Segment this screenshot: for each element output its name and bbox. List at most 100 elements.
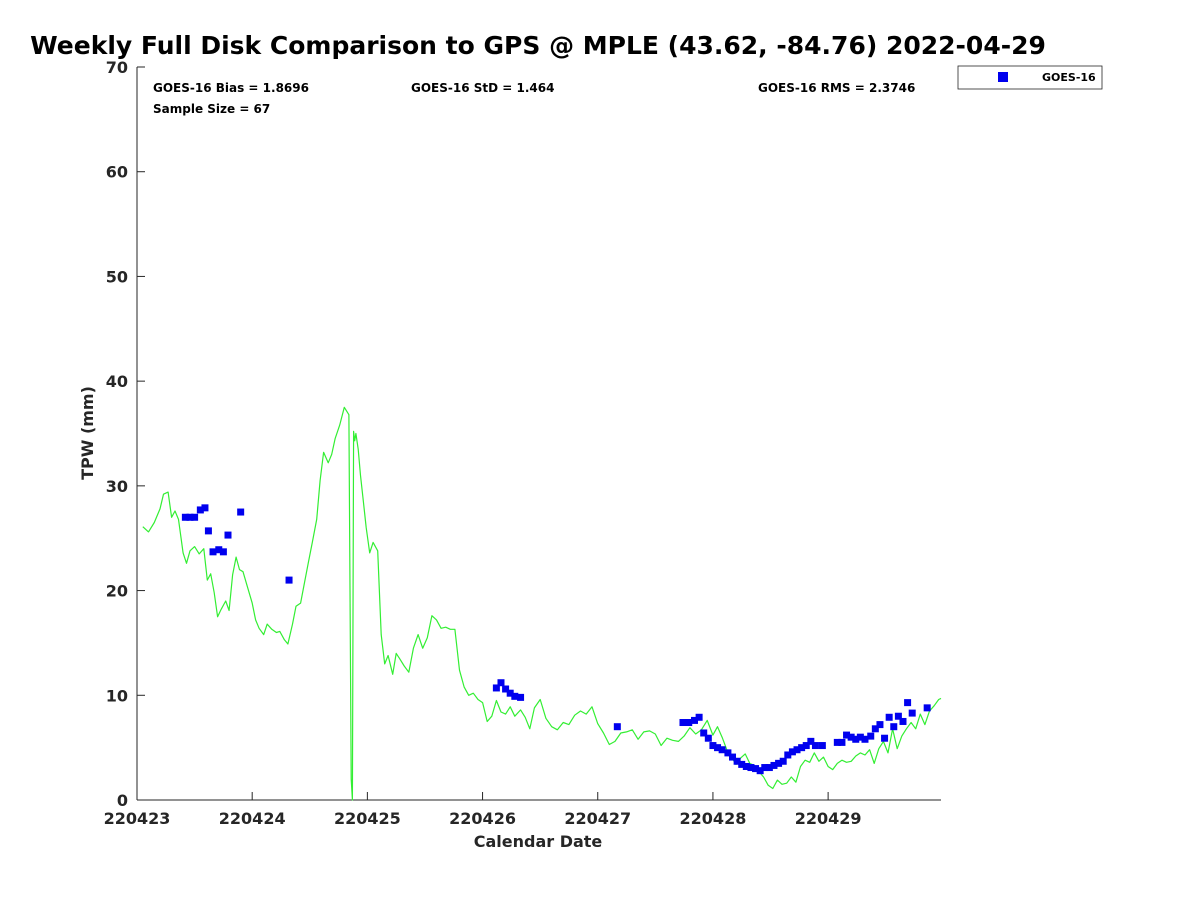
goes16-point	[204, 527, 212, 535]
goes16-point	[894, 712, 902, 720]
goes16-point	[899, 717, 907, 725]
goes16-point	[861, 735, 869, 743]
goes16-point	[724, 749, 732, 757]
stat-std: GOES-16 StD = 1.464	[411, 81, 554, 95]
x-tick-label: 220424	[219, 809, 286, 828]
y-axis-label: TPW (mm)	[78, 386, 97, 480]
goes16-point	[856, 733, 864, 741]
goes16-point	[742, 762, 750, 770]
goes16-point	[196, 506, 204, 514]
legend-marker-goes16	[998, 72, 1008, 82]
goes16-point	[709, 742, 717, 750]
x-tick-label: 220425	[334, 809, 401, 828]
goes16-point	[201, 504, 209, 512]
y-tick-label: 70	[106, 58, 128, 77]
goes16-point	[788, 748, 796, 756]
y-tick-label: 60	[106, 163, 128, 182]
goes16-point	[691, 716, 699, 724]
x-tick-label: 220427	[564, 809, 631, 828]
x-axis-ticks: 220423 220424 220425 220426 220427 220428 2204…	[104, 792, 862, 828]
goes16-point	[765, 764, 773, 772]
goes16-point	[756, 767, 764, 775]
goes16-point	[881, 734, 889, 742]
goes16-point	[923, 704, 931, 712]
goes16-point	[506, 689, 514, 697]
goes16-point	[747, 764, 755, 772]
x-tick-label: 220429	[795, 809, 862, 828]
gps-series	[142, 406, 942, 801]
goes16-point	[704, 734, 712, 742]
goes16-point	[517, 693, 525, 701]
goes16-point	[793, 746, 801, 754]
goes16-point	[908, 709, 916, 717]
goes16-point	[843, 731, 851, 739]
goes16-point	[224, 531, 232, 539]
goes16-point	[761, 764, 769, 772]
goes16-point	[215, 546, 223, 554]
goes16-point	[784, 751, 792, 759]
goes16-point	[904, 699, 912, 707]
x-tick-label: 220423	[104, 809, 171, 828]
goes16-point	[497, 679, 505, 687]
goes16-point	[775, 759, 783, 767]
stat-rms: GOES-16 RMS = 2.3746	[758, 81, 915, 95]
goes16-point	[847, 733, 855, 741]
y-tick-label: 30	[106, 477, 128, 496]
goes16-point	[613, 723, 621, 731]
goes16-point	[679, 719, 687, 727]
gps-line	[142, 406, 942, 801]
goes16-point	[867, 732, 875, 740]
y-tick-label: 0	[117, 791, 128, 810]
goes16-point	[838, 738, 846, 746]
y-tick-label: 50	[106, 267, 128, 286]
x-axis-label: Calendar Date	[474, 832, 603, 851]
goes16-point	[852, 735, 860, 743]
goes16-point	[807, 737, 815, 745]
goes16-point	[685, 719, 693, 727]
goes-series	[181, 504, 931, 775]
goes16-point	[511, 692, 519, 700]
goes16-point	[219, 548, 227, 556]
goes16-point	[237, 508, 245, 516]
y-tick-label: 40	[106, 372, 128, 391]
y-tick-label: 10	[106, 686, 128, 705]
goes16-point	[871, 725, 879, 733]
goes16-point	[695, 713, 703, 721]
goes16-point	[798, 744, 806, 752]
goes16-point	[802, 742, 810, 750]
goes16-point	[186, 513, 194, 521]
goes16-point	[876, 721, 884, 729]
goes16-point	[738, 760, 746, 768]
goes16-point	[181, 513, 189, 521]
goes16-point	[285, 576, 293, 584]
chart-title: Weekly Full Disk Comparison to GPS @ MPL…	[30, 31, 1046, 60]
goes16-point	[718, 746, 726, 754]
goes16-point	[885, 713, 893, 721]
goes16-point	[752, 765, 760, 773]
stat-sample-size: Sample Size = 67	[153, 102, 270, 116]
goes16-point	[492, 684, 500, 692]
legend: GOES-16	[957, 65, 1103, 90]
y-tick-label: 20	[106, 582, 128, 601]
legend-box	[957, 65, 1103, 90]
legend-label-goes16: GOES-16	[1042, 71, 1096, 84]
goes16-point	[818, 742, 826, 750]
goes16-point	[733, 757, 741, 765]
goes16-point	[833, 738, 841, 746]
goes16-point	[502, 685, 510, 693]
goes16-point	[714, 744, 722, 752]
goes16-point	[729, 753, 737, 761]
goes16-point	[191, 513, 199, 521]
goes16-point	[700, 729, 708, 737]
y-axis-ticks: 0 10 20 30 40 50 60 70	[106, 58, 145, 810]
plot-area	[136, 67, 941, 801]
goes16-point	[770, 761, 778, 769]
x-tick-label: 220428	[680, 809, 747, 828]
goes16-point	[779, 757, 787, 765]
goes16-point	[811, 742, 819, 750]
goes16-point	[890, 723, 898, 731]
goes16-point	[209, 548, 217, 556]
stat-bias: GOES-16 Bias = 1.8696	[153, 81, 309, 95]
x-tick-label: 220426	[449, 809, 516, 828]
